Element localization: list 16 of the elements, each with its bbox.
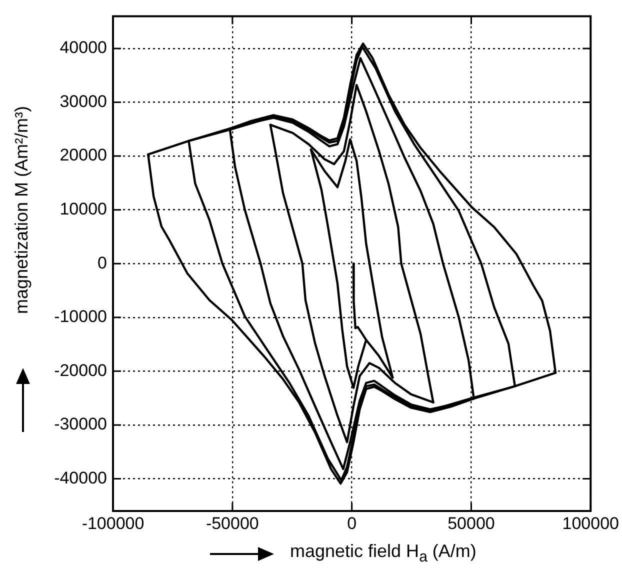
y-tick-label: -30000 bbox=[54, 414, 107, 434]
x-tick-label: -100000 bbox=[82, 514, 144, 533]
x-tick-label: 0 bbox=[347, 514, 357, 533]
y-tick-label: 20000 bbox=[60, 146, 107, 165]
y-tick-label: 30000 bbox=[60, 92, 107, 111]
y-tick-label: -20000 bbox=[54, 360, 107, 380]
y-axis-title: magnetization M (Am²/m³) bbox=[12, 106, 32, 314]
y-tick-label: -40000 bbox=[54, 468, 107, 488]
x-tick-label: 100000 bbox=[562, 514, 620, 533]
y-tick-label: -10000 bbox=[54, 307, 107, 326]
x-axis-title: magnetic field H$_{a}$ (A/m) bbox=[290, 541, 476, 566]
y-tick-label: 40000 bbox=[60, 38, 107, 58]
x-tick-label: -50000 bbox=[206, 514, 259, 533]
y-tick-label: 10000 bbox=[60, 200, 107, 219]
y-tick-label: 0 bbox=[98, 253, 107, 272]
x-tick-label: 50000 bbox=[448, 514, 495, 533]
